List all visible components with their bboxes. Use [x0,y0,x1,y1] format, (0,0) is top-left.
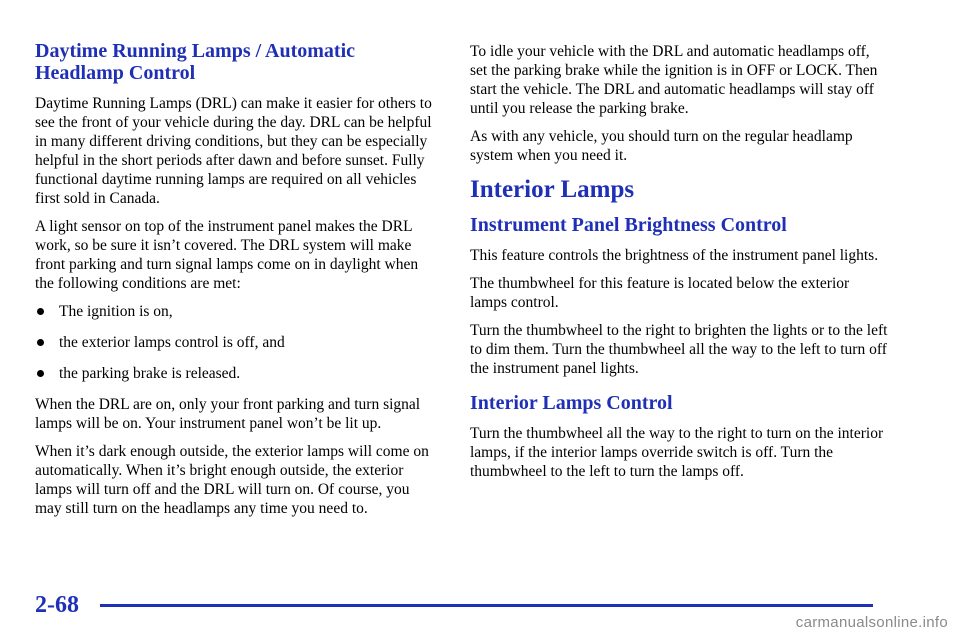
list-item-text: the exterior lamps control is off, and [59,334,285,351]
body-paragraph: Daytime Running Lamps (DRL) can make it … [35,95,432,207]
body-paragraph: A light sensor on top of the instrument … [35,218,419,292]
list-item: The ignition is on, [35,302,440,321]
body-paragraph: Turn the thumbwheel to the right to brig… [470,322,888,377]
body-paragraph: Turn the thumbwheel all the way to the r… [470,425,884,480]
body-paragraph: This feature controls the brightness of … [470,247,879,264]
list-item-text: the parking brake is released. [59,365,241,382]
list-item: the exterior lamps control is off, and [35,333,440,352]
body-paragraph: When it’s dark enough outside, the exter… [35,443,429,517]
watermark: carmanualsonline.info [795,614,948,631]
conditions-list: The ignition is on, the exterior lamps c… [35,302,440,383]
page-number: 2-68 [35,592,79,618]
body-paragraph: To idle your vehicle with the DRL and au… [470,43,878,117]
footer-rule [100,604,873,607]
interior-lamps-control-heading: Interior Lamps Control [470,392,673,414]
body-paragraph: As with any vehicle, you should turn on … [470,128,853,164]
right-column: To idle your vehicle with the DRL and au… [470,40,890,490]
bullet-icon [37,308,44,315]
body-paragraph: The thumbwheel for this feature is locat… [470,275,850,311]
list-item-text: The ignition is on, [59,303,173,320]
bullet-icon [37,339,44,346]
list-item: the parking brake is released. [35,364,440,383]
interior-lamps-heading: Interior Lamps [470,176,635,203]
body-paragraph: When the DRL are on, only your front par… [35,396,421,432]
left-column: Daytime Running Lamps / Automatic Headla… [35,40,440,527]
bullet-icon [37,370,44,377]
section-heading-drl: Daytime Running Lamps / Automatic Headla… [35,40,356,84]
brightness-control-heading: Instrument Panel Brightness Control [470,214,787,236]
